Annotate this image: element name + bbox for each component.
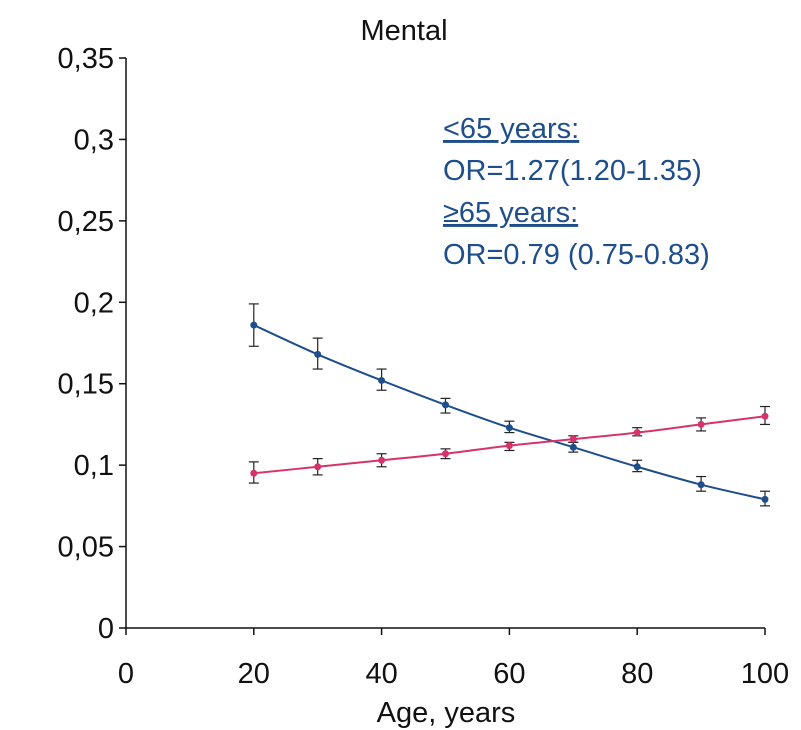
data-point (378, 456, 386, 464)
y-tick-label: 0,35 (58, 43, 114, 75)
series-1 (248, 303, 770, 507)
x-axis-title: Age, years (377, 697, 516, 729)
data-point (250, 321, 258, 329)
data-point (761, 495, 769, 503)
data-point (505, 424, 513, 432)
annotation-line: ≥65 years: (443, 197, 578, 229)
axes (125, 58, 765, 629)
y-tick-label: 0,05 (58, 532, 114, 564)
y-tick-label: 0,25 (58, 206, 114, 238)
x-tick-label: 80 (621, 658, 653, 690)
data-point (569, 443, 577, 451)
annotation-line: <65 years: (443, 113, 579, 145)
x-tick-label: 0 (118, 658, 134, 690)
data-point (505, 442, 513, 450)
y-tick-label: 0,15 (58, 369, 114, 401)
data-point (378, 376, 386, 384)
y-tick-label: 0,1 (74, 450, 114, 482)
data-point (633, 463, 641, 471)
series-line (253, 324, 766, 501)
annotation-line: OR=0.79 (0.75-0.83) (443, 239, 710, 271)
data-point (314, 350, 322, 358)
y-axis-ticks: 0 0,05 0,1 0,15 0,2 0,25 0,3 0,35 (58, 43, 126, 645)
y-tick-label: 0 (98, 613, 114, 645)
y-tick-label: 0,3 (74, 124, 114, 156)
annotation-line: OR=1.27(1.20-1.35) (443, 155, 702, 187)
data-point (697, 420, 705, 428)
data-point (314, 463, 322, 471)
annotations: <65 years: OR=1.27(1.20-1.35) ≥65 years: OR… (443, 113, 710, 271)
data-point (442, 401, 449, 409)
data-point (697, 481, 705, 489)
data-point (761, 412, 769, 420)
chart-title: Mental (360, 15, 447, 47)
data-point (442, 450, 449, 458)
series-2 (248, 405, 770, 484)
series-layer (248, 303, 770, 507)
data-point (569, 435, 577, 443)
x-axis-ticks: 0 20 40 60 80 100 (118, 628, 789, 690)
x-tick-label: 60 (493, 658, 525, 690)
data-point (633, 429, 641, 437)
x-tick-label: 100 (741, 658, 789, 690)
data-point (250, 469, 258, 477)
x-tick-label: 40 (365, 658, 397, 690)
x-tick-label: 20 (238, 658, 270, 690)
y-tick-label: 0,2 (74, 287, 114, 319)
